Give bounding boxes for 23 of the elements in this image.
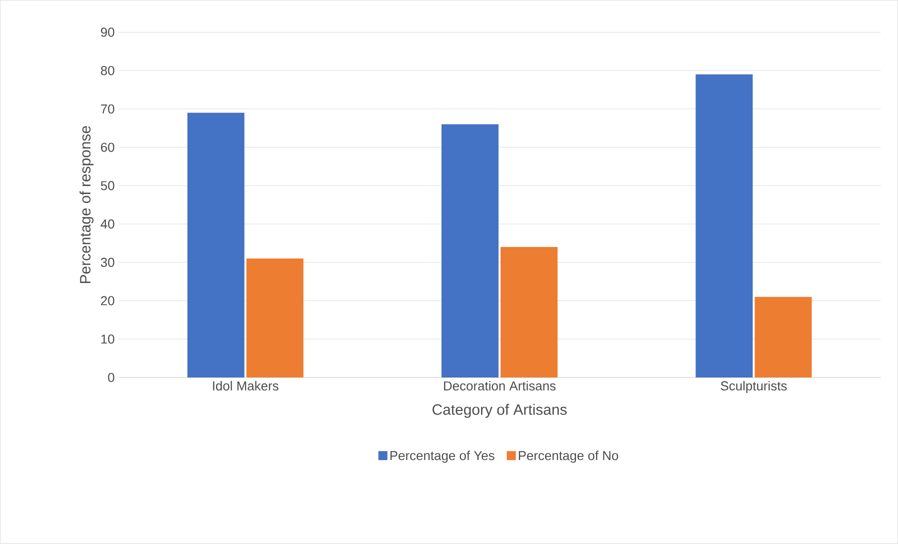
x-tick-label: Sculpturists: [720, 381, 787, 394]
x-tick-label: Decoration Artisans: [444, 381, 556, 391]
y-tick-label: 20: [101, 296, 114, 306]
y-tick-label: 60: [101, 142, 114, 152]
y-tick-label: 70: [101, 104, 114, 114]
y-tick-label: 80: [100, 66, 114, 76]
y-tick-label: 40: [100, 220, 114, 229]
y-tick-label: 10: [101, 334, 114, 344]
legend-label: Percentage of No: [518, 450, 618, 463]
x-tick-label: Idol Makers: [213, 381, 278, 391]
y-axis-title: Percentage of response: [80, 126, 94, 284]
y-tick-label: 30: [100, 258, 114, 268]
bar: [187, 112, 244, 378]
legend-label: Percentage of Yes: [390, 450, 494, 463]
y-tick-label: 0: [108, 372, 114, 382]
x-axis-title: Category of Artisans: [432, 404, 567, 418]
bar: [696, 74, 753, 378]
bar: [246, 258, 304, 378]
bar: [500, 247, 558, 378]
y-tick-label: 50: [100, 181, 114, 190]
bar: [442, 124, 499, 378]
bar: [754, 297, 812, 378]
y-tick-label: 90: [100, 28, 114, 37]
